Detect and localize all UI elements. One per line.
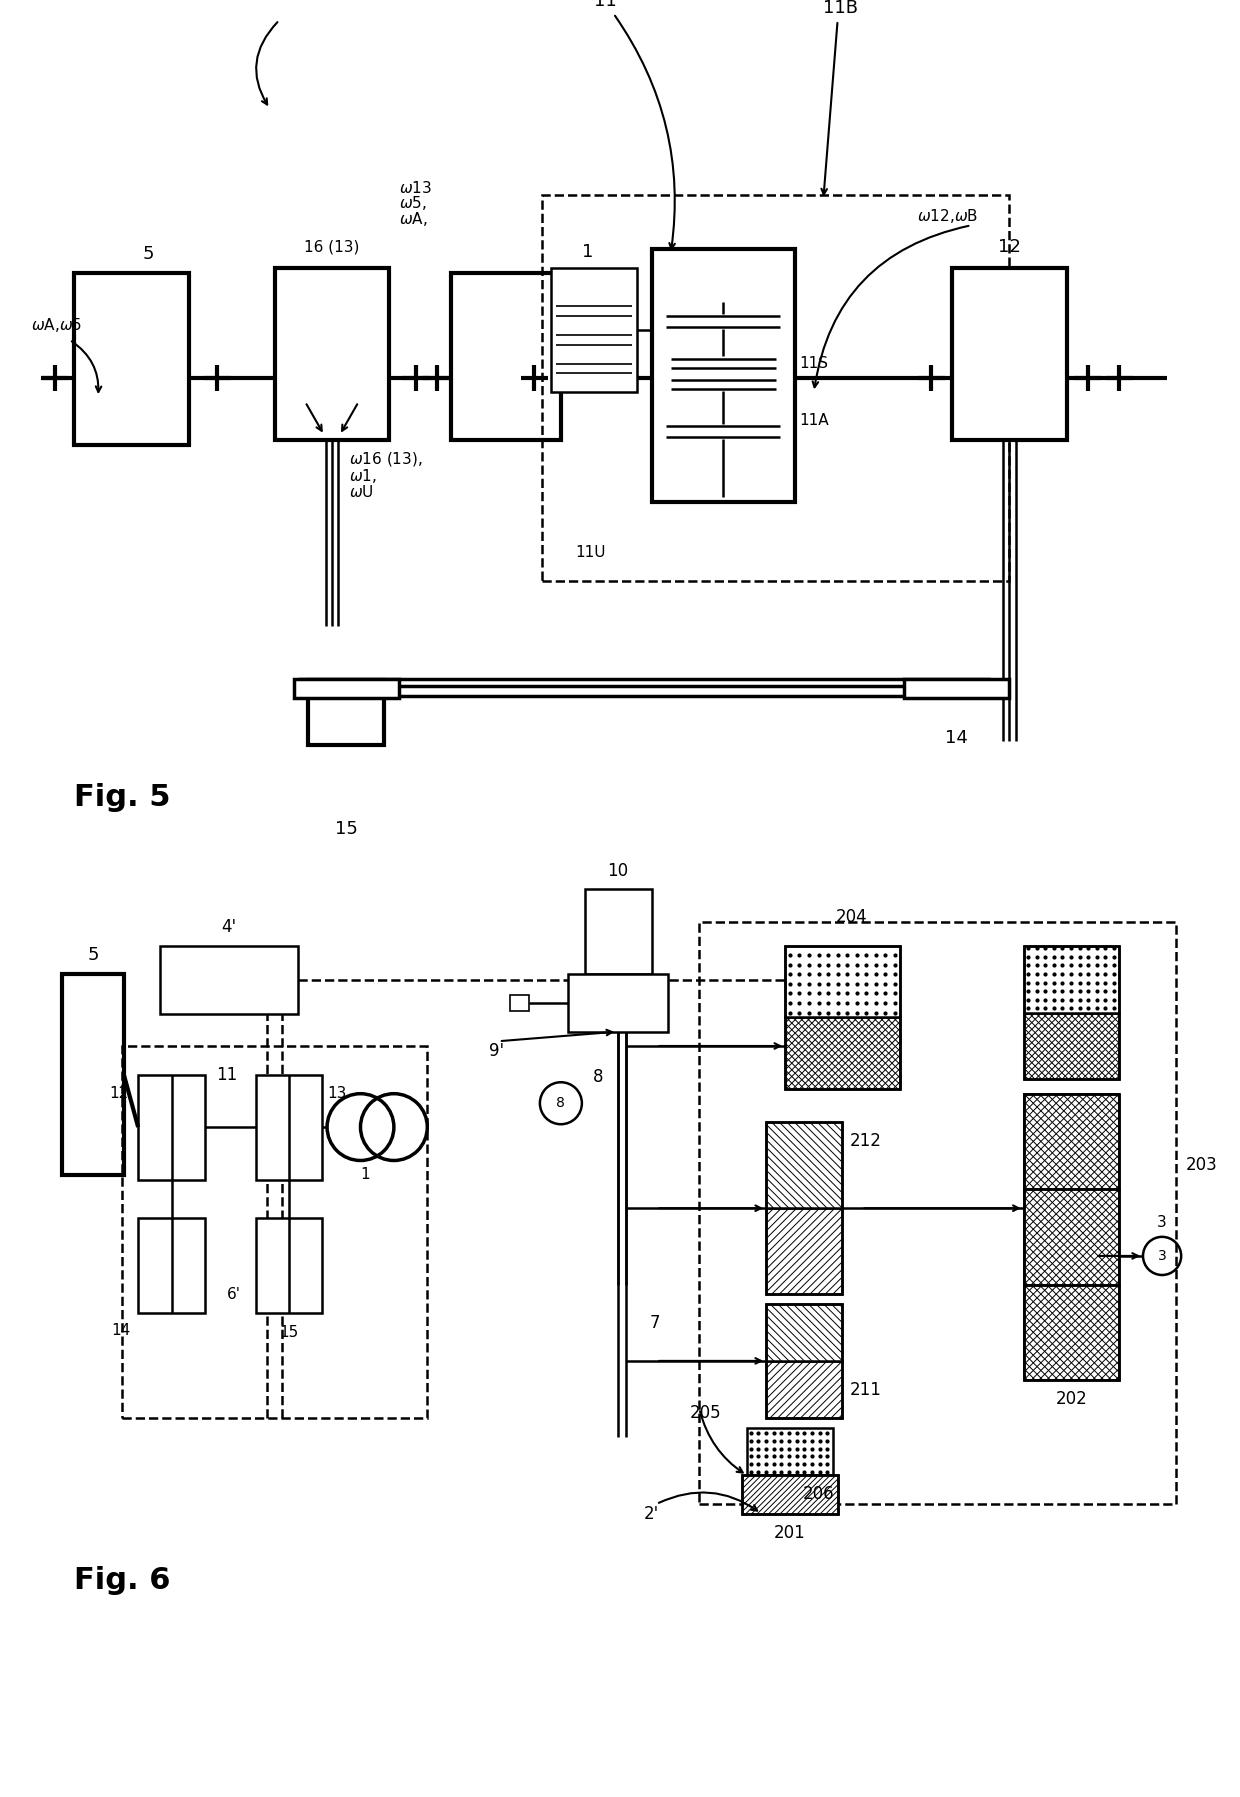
Text: 211: 211 xyxy=(851,1380,882,1398)
Bar xyxy=(138,1075,205,1179)
Bar xyxy=(1024,1190,1120,1285)
Bar xyxy=(651,250,795,501)
Text: 12: 12 xyxy=(109,1085,129,1102)
Text: Fig. 5: Fig. 5 xyxy=(74,783,171,812)
Bar xyxy=(766,1123,842,1294)
Text: 4': 4' xyxy=(221,918,237,936)
Text: 204: 204 xyxy=(836,907,868,925)
Text: 10: 10 xyxy=(608,863,629,881)
Bar xyxy=(294,679,399,697)
Text: 5: 5 xyxy=(87,947,98,965)
Bar xyxy=(952,268,1066,440)
Bar xyxy=(904,679,1009,697)
Text: Fig. 6: Fig. 6 xyxy=(74,1565,171,1596)
Text: 11: 11 xyxy=(216,1066,238,1084)
Text: 2': 2' xyxy=(644,1504,660,1522)
Text: 11: 11 xyxy=(594,0,618,11)
Text: 205: 205 xyxy=(689,1405,722,1423)
Text: 14: 14 xyxy=(112,1323,130,1337)
Text: 202: 202 xyxy=(1055,1391,1087,1409)
Text: 14: 14 xyxy=(945,730,968,748)
Bar xyxy=(1024,1285,1120,1380)
Text: 3: 3 xyxy=(1158,1249,1167,1263)
Bar xyxy=(568,974,668,1031)
Text: 13: 13 xyxy=(327,1085,346,1102)
Bar xyxy=(1024,945,1120,1012)
Bar xyxy=(451,273,560,440)
Text: $\omega$U: $\omega$U xyxy=(348,483,373,500)
Bar xyxy=(1024,1012,1120,1080)
Text: 3: 3 xyxy=(1157,1215,1167,1229)
Text: $\omega$A,: $\omega$A, xyxy=(399,210,428,228)
Bar xyxy=(62,974,124,1175)
Bar xyxy=(1024,1094,1120,1380)
Bar xyxy=(1024,1285,1120,1380)
Text: $\omega$12,$\omega$B: $\omega$12,$\omega$B xyxy=(916,207,978,225)
Bar xyxy=(699,922,1177,1504)
Bar xyxy=(122,1046,428,1418)
Text: 12: 12 xyxy=(998,239,1021,257)
Text: 212: 212 xyxy=(851,1132,882,1150)
Bar xyxy=(1024,1094,1120,1190)
Text: 9': 9' xyxy=(490,1042,505,1060)
Bar xyxy=(138,1218,205,1314)
Text: 7: 7 xyxy=(650,1314,660,1332)
Text: 1: 1 xyxy=(361,1168,370,1182)
Text: 11A: 11A xyxy=(800,413,830,428)
Text: 16 (13): 16 (13) xyxy=(304,239,360,255)
Bar xyxy=(766,1360,842,1418)
Text: $\omega$5,: $\omega$5, xyxy=(399,194,427,212)
Text: 1: 1 xyxy=(582,243,593,261)
Text: 206: 206 xyxy=(802,1486,835,1504)
Text: $\omega$13: $\omega$13 xyxy=(399,180,432,196)
Bar xyxy=(1024,1094,1120,1190)
Bar xyxy=(766,1208,842,1294)
Bar xyxy=(308,681,384,746)
Text: $\omega$16 (13),: $\omega$16 (13), xyxy=(348,449,423,467)
Text: $\omega$1,: $\omega$1, xyxy=(348,467,377,485)
Bar xyxy=(1024,945,1120,1080)
Bar xyxy=(785,945,900,1017)
Bar xyxy=(746,1427,833,1475)
Bar xyxy=(255,1218,322,1314)
Text: 6': 6' xyxy=(227,1287,241,1301)
Bar xyxy=(585,888,651,974)
Bar xyxy=(255,1075,322,1179)
Text: 8: 8 xyxy=(557,1096,565,1111)
Text: 203: 203 xyxy=(1185,1155,1218,1173)
Text: $\omega$A,$\omega$5: $\omega$A,$\omega$5 xyxy=(31,316,82,334)
Bar xyxy=(511,996,529,1010)
Bar xyxy=(160,945,299,1015)
Text: 15: 15 xyxy=(279,1324,299,1341)
Bar xyxy=(74,273,188,446)
Text: 11B: 11B xyxy=(823,0,858,16)
Bar xyxy=(542,194,1009,580)
Bar xyxy=(1024,1190,1120,1285)
Bar xyxy=(743,1475,838,1513)
Text: 11U: 11U xyxy=(575,544,605,561)
Text: 11S: 11S xyxy=(800,356,828,372)
Text: 15: 15 xyxy=(335,821,357,839)
Text: 201: 201 xyxy=(774,1524,806,1542)
Text: 8: 8 xyxy=(593,1069,604,1087)
Bar xyxy=(743,1475,838,1513)
Text: 5: 5 xyxy=(143,244,155,262)
Bar xyxy=(766,1303,842,1360)
Bar xyxy=(785,945,900,1089)
Bar xyxy=(274,268,389,440)
Bar xyxy=(552,268,637,392)
Bar xyxy=(766,1123,842,1208)
Bar xyxy=(766,1303,842,1418)
Bar xyxy=(785,1017,900,1089)
